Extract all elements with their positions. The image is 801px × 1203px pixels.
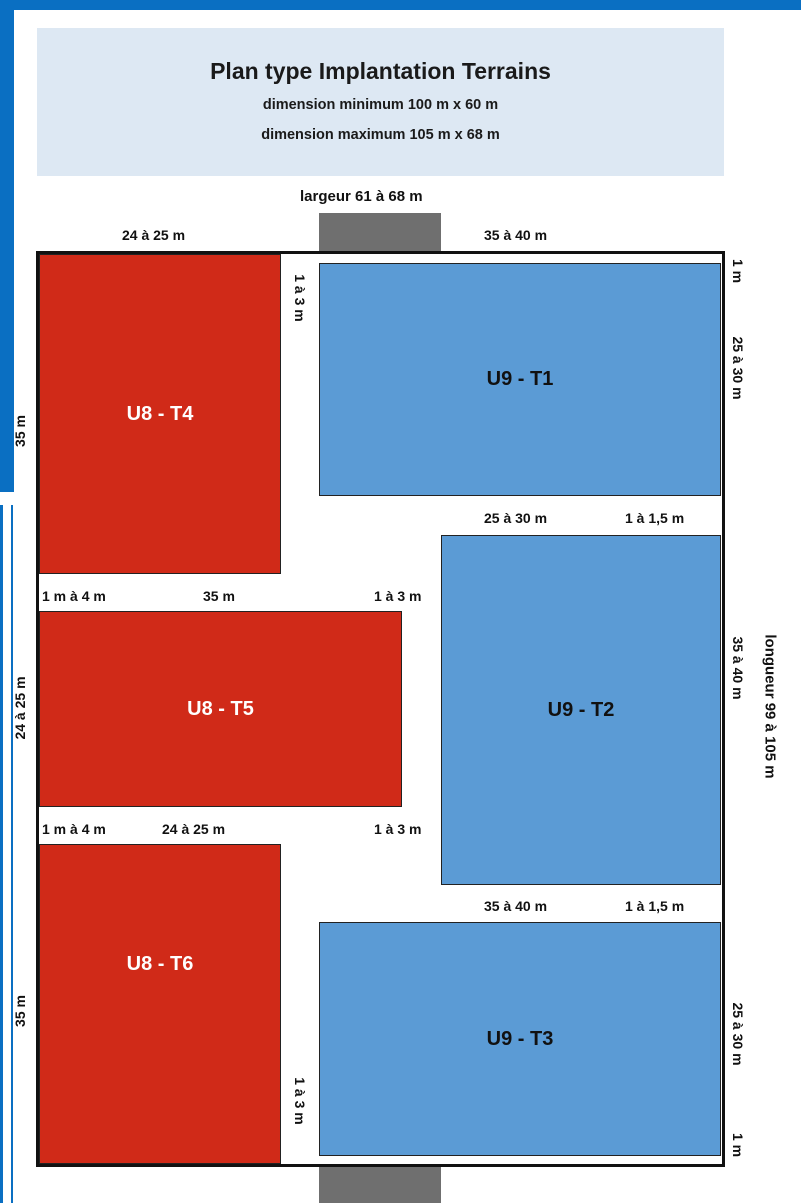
- length-label: longueur 99 à 105 m: [761, 634, 779, 779]
- t3-height-label: 25 à 30 m: [730, 1002, 746, 1066]
- field-u9-t1: U9 - T1: [319, 263, 721, 496]
- t6-left-margin-label: 1 m à 4 m: [42, 821, 106, 837]
- goal-area-bottom: [319, 1165, 441, 1203]
- t6-width-label: 24 à 25 m: [162, 821, 226, 837]
- field-u8-t5: U8 - T5: [39, 611, 402, 807]
- t1-height-label: 25 à 30 m: [730, 336, 746, 400]
- right-bottom-margin-label: 1 m: [730, 1132, 746, 1158]
- t5-width-label: 35 m: [203, 588, 235, 604]
- field-u8-t6-label: U8 - T6: [126, 952, 194, 975]
- frame-left-line-inner: [11, 505, 13, 1203]
- field-u8-t6: U8 - T6: [39, 844, 281, 1164]
- top-left-width-label: 24 à 25 m: [122, 227, 186, 243]
- field-u9-t2: U9 - T2: [441, 535, 721, 885]
- t3-width-label: 35 à 40 m: [484, 898, 548, 914]
- plan-title: Plan type Implantation Terrains: [210, 58, 551, 84]
- field-u8-t4-label: U8 - T4: [126, 402, 194, 425]
- field-u9-t2-label: U9 - T2: [547, 698, 615, 721]
- t6-height-label: 35 m: [12, 995, 28, 1027]
- t4-height-label: 35 m: [12, 415, 28, 447]
- t5-right-gap-label: 1 à 3 m: [374, 588, 422, 604]
- t3-margin-label: 1 à 1,5 m: [625, 898, 685, 914]
- min-dimension-text: dimension minimum 100 m x 60 m: [262, 97, 499, 113]
- gap-bottom-vertical-label: 1 à 3 m: [292, 1077, 308, 1125]
- field-u8-t5-label: U8 - T5: [187, 697, 254, 720]
- field-u9-t1-label: U9 - T1: [486, 368, 554, 390]
- max-dimension-text: dimension maximum 105 m x 68 m: [261, 127, 500, 143]
- t2-width-label: 25 à 30 m: [484, 510, 548, 526]
- right-top-margin-label: 1 m: [730, 258, 746, 284]
- t5-left-margin-label: 1 m à 4 m: [42, 588, 106, 604]
- t2-height-label: 35 à 40 m: [730, 636, 746, 700]
- header-panel: [37, 28, 724, 176]
- goal-area-top: [319, 213, 441, 253]
- frame-left-bar: [0, 0, 14, 492]
- frame-left-line: [0, 505, 3, 1203]
- t2-margin-label: 1 à 1,5 m: [625, 510, 685, 526]
- field-u9-t3: U9 - T3: [319, 922, 721, 1156]
- gap-top-vertical-label: 1 à 3 m: [292, 274, 308, 322]
- frame-top-bar: [0, 0, 801, 10]
- site-boundary: [36, 251, 725, 1167]
- field-u8-t4: U8 - T4: [39, 254, 281, 574]
- width-label: largeur 61 à 68 m: [300, 188, 423, 205]
- field-u9-t3-label: U9 - T3: [486, 1027, 554, 1050]
- top-right-width-label: 35 à 40 m: [484, 227, 548, 243]
- t5-height-label: 24 à 25 m: [12, 676, 28, 740]
- t6-right-gap-label: 1 à 3 m: [374, 821, 422, 837]
